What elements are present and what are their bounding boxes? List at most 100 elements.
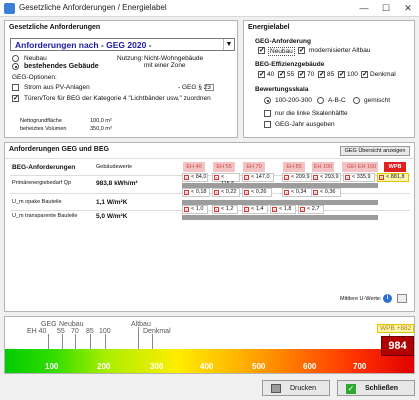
minimize-button[interactable]: —	[359, 3, 369, 13]
qp-limit-text: < 84,0	[191, 174, 207, 180]
drucken-label: Drucken	[290, 385, 317, 392]
geg-optionen-label: GEG-Optionen:	[12, 74, 57, 81]
drucken-button[interactable]: Drucken	[262, 380, 330, 396]
anforderungen-combo[interactable]: Anforderungen nach - GEG 2020 - ▼	[10, 38, 235, 51]
gebaeudewerte-header: Gebäudewerte	[96, 164, 133, 170]
checkbox-beg-denkmal[interactable]	[361, 71, 368, 78]
marker-line	[62, 334, 63, 349]
badge-wpb: WPB	[384, 162, 406, 172]
chevron-down-icon[interactable]: ▼	[223, 39, 234, 50]
qp-limit-text: < 147,0	[251, 174, 270, 180]
checkbox-beg-100[interactable]	[338, 71, 345, 78]
scale-number-300: 300	[150, 362, 164, 371]
energielabel-panel: Energielabel	[243, 20, 415, 138]
row-utrans-label: U_m transparente Bauteile	[12, 213, 78, 219]
checkbox-beg-40[interactable]	[258, 71, 265, 78]
checkbox-altbau-label: modernisierter Altbau	[309, 47, 371, 54]
checkbox-beg-85[interactable]	[318, 71, 325, 78]
utrans-limit-text: < 1,8	[279, 206, 292, 212]
marker-line	[105, 334, 106, 349]
marker-line	[90, 334, 91, 349]
qp-limit-eh40: × < 84,0	[182, 173, 208, 182]
uopak-bar	[182, 200, 378, 205]
radio-scale-abc[interactable]	[317, 97, 324, 104]
radio-neubau-label: Neubau	[24, 55, 47, 62]
radio-scale-100-label: 100-200-300	[275, 97, 312, 104]
utrans-limit-4: × < 1,8	[270, 205, 296, 214]
radio-neubau[interactable]	[12, 55, 19, 62]
radio-scale-100[interactable]	[264, 97, 271, 104]
nettogrundflaeche-value: 100,0 m²	[90, 118, 112, 124]
scale-number-400: 400	[200, 362, 214, 371]
info-icon[interactable]	[205, 84, 214, 91]
utrans-limit-text: < 1,0	[191, 206, 204, 212]
utrans-limit-5: × < 2,7	[298, 205, 324, 214]
checkbox-altbau[interactable]	[298, 47, 305, 54]
uopak-limit-text: < 0,18	[191, 189, 207, 195]
checkbox-pv[interactable]	[12, 84, 19, 91]
scale-label-denkmal: Denkmal	[143, 328, 171, 335]
beg-55-label: 55	[287, 71, 295, 78]
radio-bestehend-label: bestehendes Gebäude	[24, 63, 99, 70]
checkbox-geg-jahr[interactable]	[264, 121, 271, 128]
close-window-button[interactable]: ✕	[404, 3, 412, 13]
badge-eh100: EH 100	[312, 162, 334, 172]
volumen-value: 350,0 m³	[90, 126, 112, 132]
app-icon	[4, 3, 15, 14]
qp-limit-eh70: × < 147,0	[242, 173, 274, 182]
geg-anforderung-label: GEG-Anforderung	[255, 38, 311, 45]
window-title: Gesetzliche Anforderungen / Energielabel	[19, 3, 167, 12]
utrans-limit-text: < 2,7	[307, 206, 320, 212]
qp-bar	[182, 183, 378, 188]
qp-limit-text: < 209,9	[291, 174, 310, 180]
wpb-marker-label: WPB +882	[377, 324, 415, 333]
marker-line	[48, 334, 49, 349]
utrans-limit-1: × < 1,0	[182, 205, 208, 214]
radio-scale-gemischt[interactable]	[353, 97, 360, 104]
table-icon[interactable]	[397, 294, 407, 303]
panel-title: Energielabel	[248, 24, 290, 31]
checkbox-beg-55[interactable]	[278, 71, 285, 78]
utrans-limit-text: < 1,4	[251, 206, 264, 212]
checkbox-geg-neubau[interactable]	[258, 47, 265, 54]
scale-gradient	[5, 349, 414, 373]
beg-100-label: 100	[347, 71, 358, 78]
nutzung-label: Nutzung:	[117, 55, 144, 62]
uopak-limit-1: × < 0,18	[182, 188, 210, 197]
schliessen-button[interactable]: ✓ Schließen	[337, 380, 415, 396]
scale-number-600: 600	[303, 362, 317, 371]
maximize-button[interactable]: ☐	[381, 3, 391, 13]
divider	[10, 193, 410, 194]
marker-line	[75, 334, 76, 349]
qp-limit-eh55: ×< 115,5	[212, 173, 240, 187]
energy-scale: GEG Neubau Altbau EH 40 55 70 85 100 Den…	[4, 316, 415, 374]
checkbox-tueren[interactable]	[12, 95, 19, 102]
uopak-limit-3: × < 0,26	[242, 188, 272, 197]
checkbox-linke-skala-label: nur die linke Skalenhälfte	[275, 110, 348, 117]
badge-eh85: EH 85	[283, 162, 305, 172]
bewertungsskala-label: Bewertungsskala	[255, 86, 309, 93]
utrans-limit-2: × < 1,2	[212, 205, 238, 214]
checkbox-beg-70[interactable]	[298, 71, 305, 78]
panel-title: Anforderungen GEG und BEG	[9, 146, 109, 153]
scale-label-55: 55	[57, 328, 65, 335]
uopak-limit-text: < 0,36	[320, 189, 336, 195]
badge-eh40: EH 40	[183, 162, 205, 172]
info-icon[interactable]: i	[383, 294, 392, 303]
uopak-limit-text: < 0,26	[251, 189, 267, 195]
checkbox-linke-skala[interactable]	[264, 110, 271, 117]
nutzung-value-2: mit einer Zone	[144, 62, 186, 69]
row-uopak-label: U_m opake Bauteile	[12, 199, 62, 205]
checkmark-icon: ✓	[346, 384, 356, 394]
badge-eh55: EH 55	[213, 162, 235, 172]
beg-40-label: 40	[267, 71, 275, 78]
radio-bestehend[interactable]	[12, 63, 19, 70]
geg-uebersicht-button[interactable]: GEG Übersicht anzeigen	[340, 146, 410, 156]
pv-ref: - GEG § 23	[178, 84, 211, 91]
scale-label-altbau: Altbau	[131, 321, 151, 328]
scale-number-500: 500	[252, 362, 266, 371]
checkbox-geg-neubau-label: Neubau	[268, 47, 295, 56]
scale-label-geg: GEG	[41, 321, 57, 328]
nutzung-value-1: Nicht-Wohngebäude	[144, 55, 204, 62]
qp-limit-eh100: × < 293,9	[311, 173, 341, 182]
